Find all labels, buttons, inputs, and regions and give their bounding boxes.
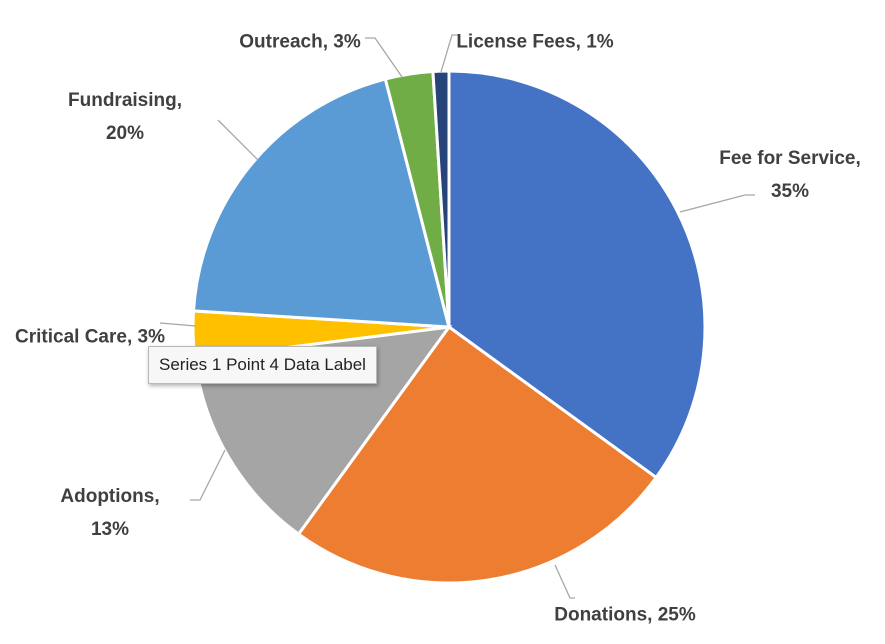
leader-line <box>217 119 259 161</box>
tooltip: Series 1 Point 4 Data Label <box>148 346 377 384</box>
pie-slice <box>296 324 659 585</box>
pie-slice <box>191 77 451 329</box>
pie-slice <box>447 69 707 480</box>
data-label: Critical Care, 3% <box>15 326 165 348</box>
leader-line <box>554 564 575 599</box>
data-label: License Fees, 1% <box>456 31 614 53</box>
leader-line <box>159 322 197 327</box>
data-label: Fee for Service, 35% <box>719 148 861 202</box>
data-label: Adoptions, 13% <box>60 486 160 540</box>
leader-line <box>190 449 226 501</box>
data-label: Fundraising, 20% <box>68 90 182 144</box>
leader-line <box>440 34 460 73</box>
leader-line <box>679 194 755 213</box>
leader-line <box>365 37 403 78</box>
data-label: Outreach, 3% <box>239 31 361 53</box>
data-label: Donations, 25% <box>554 604 696 626</box>
